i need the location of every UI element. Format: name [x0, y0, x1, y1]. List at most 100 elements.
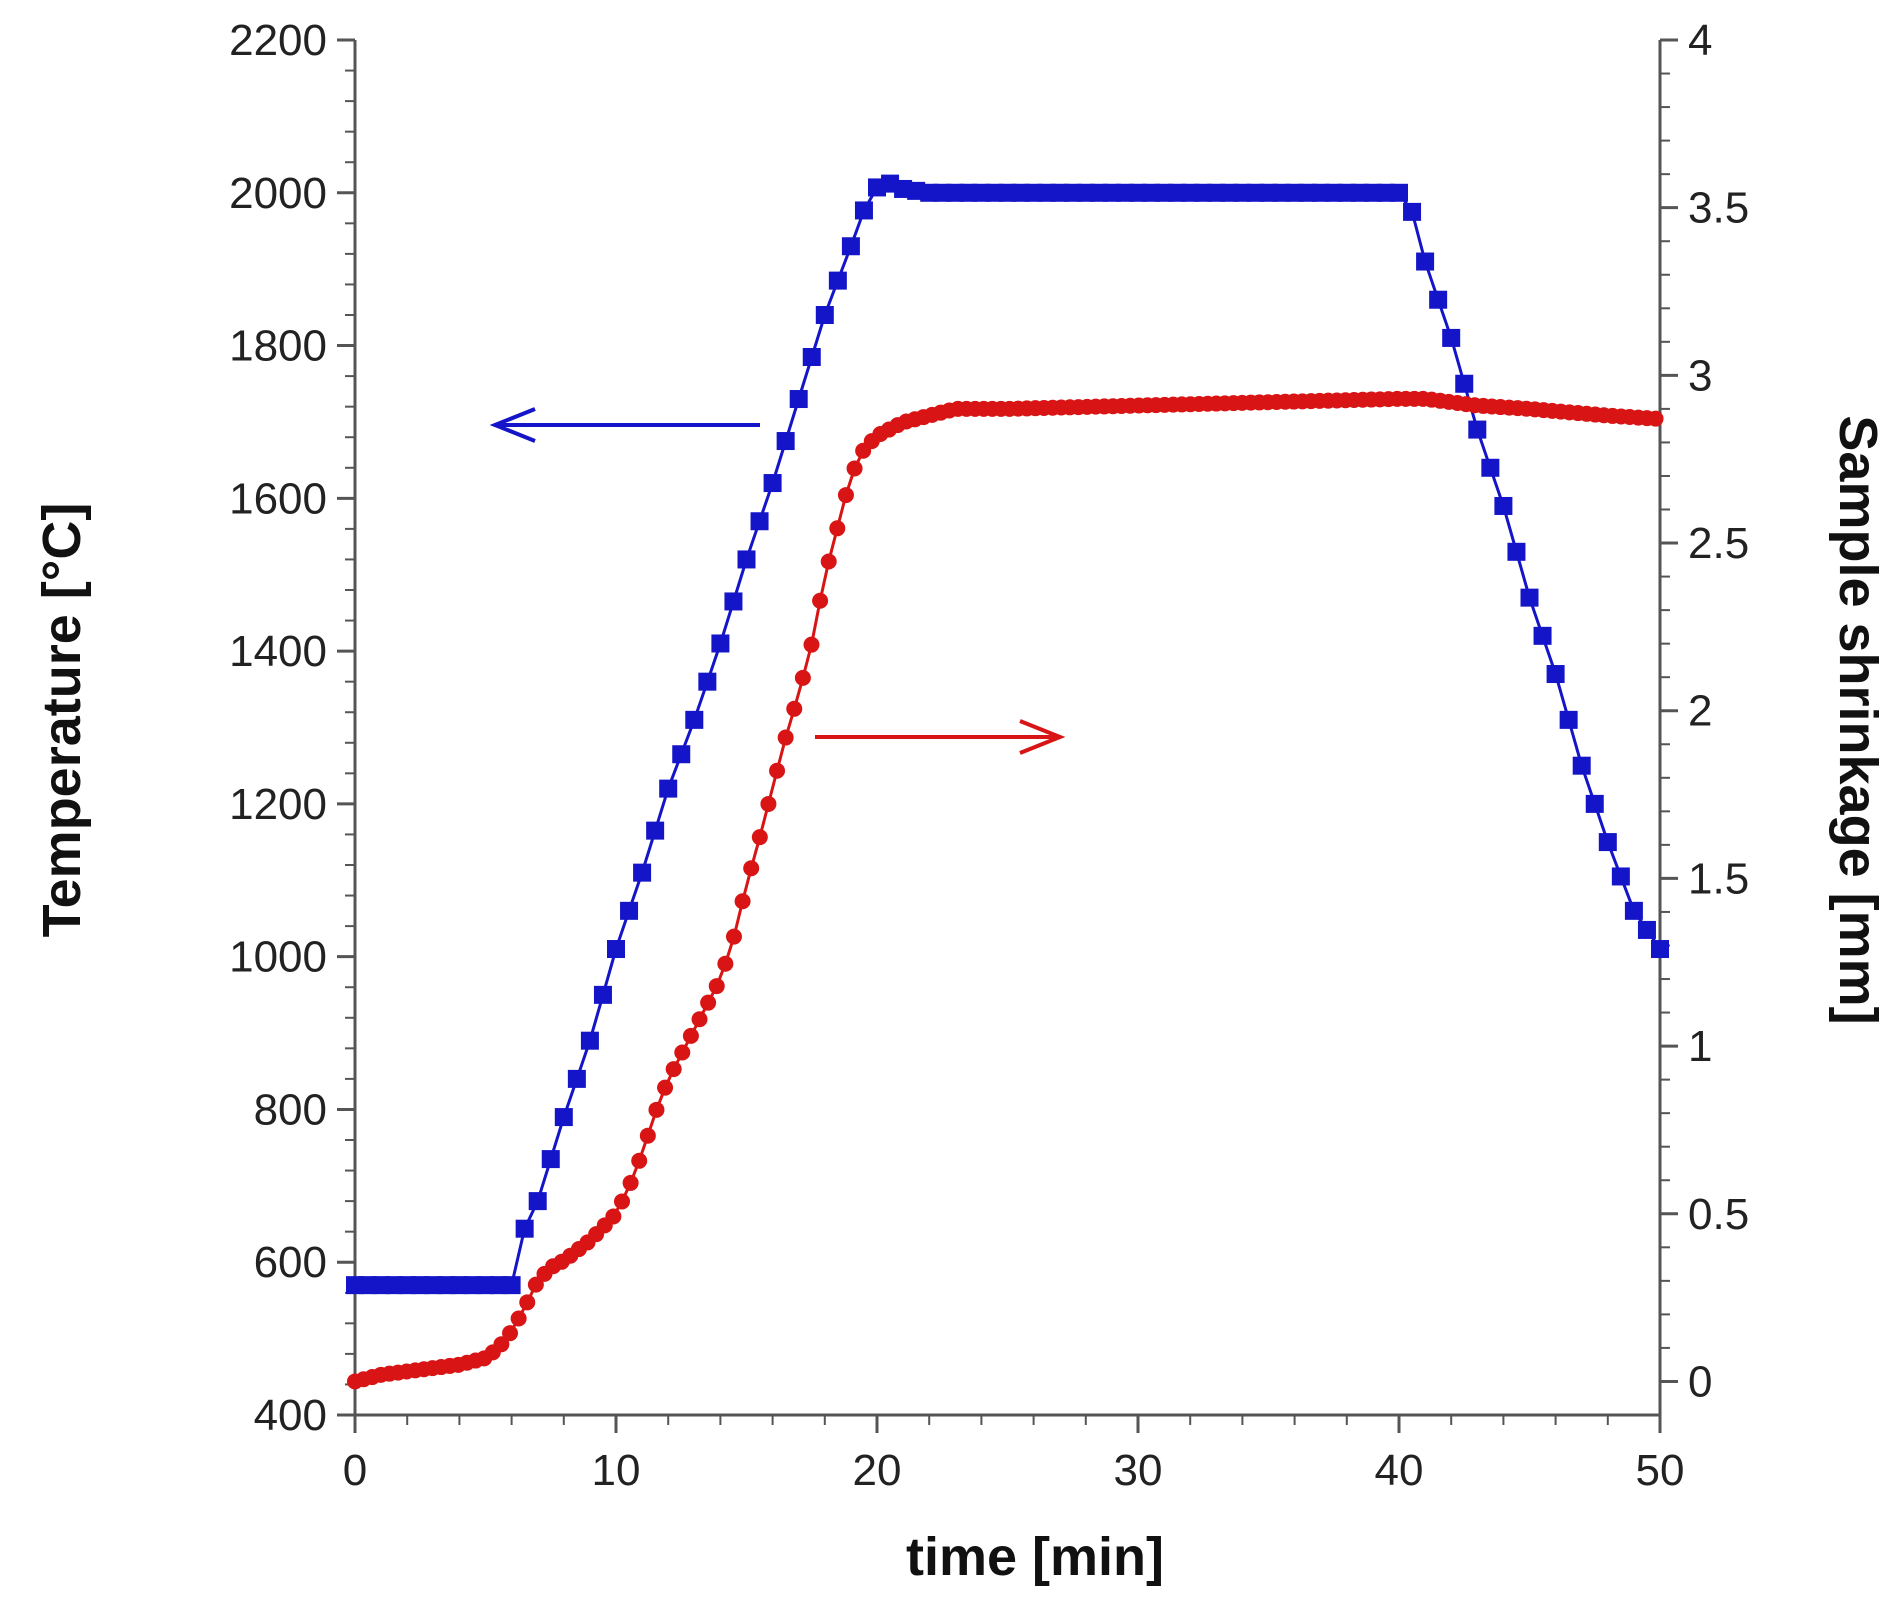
data-point	[639, 1127, 656, 1144]
data-point	[803, 636, 820, 653]
data-point	[1624, 901, 1643, 920]
y-tick-label: 1200	[229, 780, 327, 829]
data-point	[769, 762, 786, 779]
data-point	[1507, 542, 1526, 561]
data-point	[1429, 290, 1448, 309]
data-point	[1520, 588, 1539, 607]
annotations	[489, 407, 1066, 755]
data-point	[828, 271, 847, 290]
series-layer	[346, 174, 1669, 1390]
y-tick-label: 400	[254, 1391, 327, 1440]
series-sample-shrinkage	[347, 390, 1664, 1390]
data-point	[711, 634, 730, 653]
data-point	[760, 795, 777, 812]
series-temperature	[346, 174, 1669, 1295]
data-point	[1651, 940, 1669, 959]
data-point	[502, 1276, 521, 1295]
data-point	[541, 1150, 560, 1169]
data-point	[682, 1027, 699, 1044]
data-point	[1585, 794, 1604, 813]
data-point	[1611, 867, 1630, 886]
data-point	[622, 1174, 639, 1191]
x-axis-title: time [min]	[906, 1527, 1164, 1587]
y2-tick-label: 2.5	[1688, 519, 1749, 568]
y2-tick-label: 3.5	[1688, 184, 1749, 233]
data-point	[674, 1044, 691, 1061]
data-point	[751, 829, 768, 846]
data-point	[1647, 410, 1664, 427]
y-tick-label: 1600	[229, 474, 327, 523]
data-point	[659, 779, 678, 798]
data-point	[777, 729, 794, 746]
data-point	[786, 700, 803, 717]
data-point	[815, 306, 834, 324]
data-point	[1572, 756, 1591, 775]
data-point	[1533, 626, 1552, 645]
y-tick-label: 1800	[229, 322, 327, 371]
data-point	[750, 512, 769, 531]
data-point	[737, 550, 756, 569]
data-point	[631, 1152, 648, 1169]
y2-axis-title: Sample shrinkage [mm]	[1828, 415, 1888, 1024]
y-axis-title: Temperature [°C]	[32, 503, 92, 938]
y2-tick-label: 0	[1688, 1357, 1712, 1406]
data-point	[854, 201, 873, 220]
y-tick-label: 800	[254, 1085, 327, 1134]
data-point	[502, 1325, 519, 1342]
arrow-head	[489, 407, 536, 443]
data-point	[648, 1101, 665, 1118]
data-point	[1598, 833, 1617, 852]
data-point	[1416, 252, 1435, 271]
y2-tick-label: 4	[1688, 16, 1712, 65]
data-point	[700, 994, 717, 1011]
arrow-left	[489, 407, 760, 443]
data-point	[794, 669, 811, 686]
data-point	[812, 592, 829, 609]
y2-tick-label: 1	[1688, 1022, 1712, 1071]
data-point	[1442, 328, 1461, 347]
y2-tick-label: 3	[1688, 351, 1712, 400]
data-point	[580, 1031, 599, 1050]
data-point	[1546, 665, 1565, 684]
series-line	[354, 397, 1656, 1383]
data-point	[776, 432, 795, 451]
data-point	[633, 863, 652, 882]
data-point	[1455, 374, 1474, 393]
data-point	[725, 928, 742, 945]
data-point	[717, 955, 734, 972]
data-point	[554, 1108, 573, 1127]
data-point	[820, 553, 837, 570]
axes: 0 10 20 30 40 5040060080010001200140016001800…	[229, 16, 1749, 1495]
data-point	[802, 348, 821, 367]
data-point	[1481, 458, 1500, 477]
y-tick-label: 1400	[229, 627, 327, 676]
data-point	[493, 1336, 510, 1353]
series-line	[355, 182, 1662, 1287]
y2-tick-label: 1.5	[1688, 854, 1749, 903]
x-tick-label: 40	[1375, 1446, 1424, 1495]
data-point	[1468, 420, 1487, 439]
data-point	[519, 1294, 536, 1311]
data-point	[620, 901, 639, 920]
data-point	[614, 1193, 631, 1210]
y-tick-label: 2200	[229, 16, 327, 65]
data-point	[528, 1192, 547, 1211]
data-point	[841, 237, 860, 256]
data-point	[846, 460, 863, 477]
data-point	[527, 1276, 544, 1293]
x-tick-label: 10	[592, 1446, 641, 1495]
data-point	[743, 860, 760, 877]
data-point	[657, 1079, 674, 1096]
data-point	[763, 474, 782, 493]
data-point	[515, 1219, 534, 1238]
data-point	[593, 985, 612, 1004]
data-point	[789, 390, 808, 409]
data-point	[829, 520, 846, 537]
data-point	[1403, 202, 1422, 221]
y-tick-label: 600	[254, 1238, 327, 1287]
data-point	[607, 940, 625, 959]
y2-tick-label: 0.5	[1688, 1190, 1749, 1239]
y-tick-label: 2000	[229, 169, 327, 218]
